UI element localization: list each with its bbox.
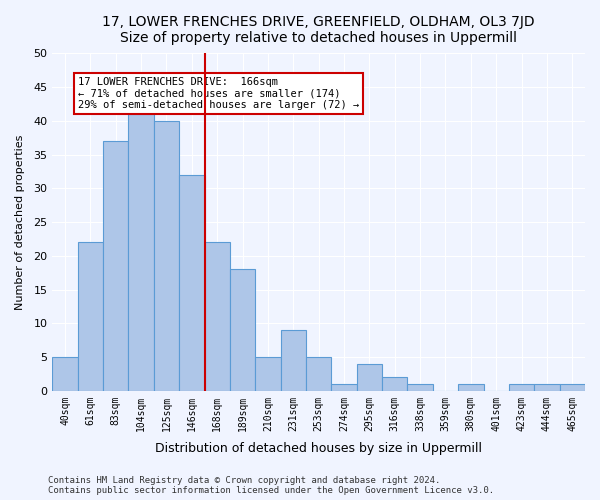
Bar: [560, 384, 585, 391]
Bar: [154, 121, 179, 391]
Text: Contains HM Land Registry data © Crown copyright and database right 2024.
Contai: Contains HM Land Registry data © Crown c…: [48, 476, 494, 495]
Bar: [331, 384, 357, 391]
Text: 17 LOWER FRENCHES DRIVE:  166sqm
← 71% of detached houses are smaller (174)
29% : 17 LOWER FRENCHES DRIVE: 166sqm ← 71% of…: [77, 77, 359, 110]
Title: 17, LOWER FRENCHES DRIVE, GREENFIELD, OLDHAM, OL3 7JD
Size of property relative : 17, LOWER FRENCHES DRIVE, GREENFIELD, OL…: [103, 15, 535, 45]
Bar: [509, 384, 534, 391]
Bar: [534, 384, 560, 391]
Bar: [357, 364, 382, 391]
X-axis label: Distribution of detached houses by size in Uppermill: Distribution of detached houses by size …: [155, 442, 482, 455]
Y-axis label: Number of detached properties: Number of detached properties: [15, 134, 25, 310]
Bar: [205, 242, 230, 391]
Bar: [52, 357, 77, 391]
Bar: [382, 378, 407, 391]
Bar: [179, 175, 205, 391]
Bar: [230, 270, 255, 391]
Bar: [407, 384, 433, 391]
Bar: [128, 114, 154, 391]
Bar: [103, 141, 128, 391]
Bar: [77, 242, 103, 391]
Bar: [255, 357, 281, 391]
Bar: [281, 330, 306, 391]
Bar: [306, 357, 331, 391]
Bar: [458, 384, 484, 391]
